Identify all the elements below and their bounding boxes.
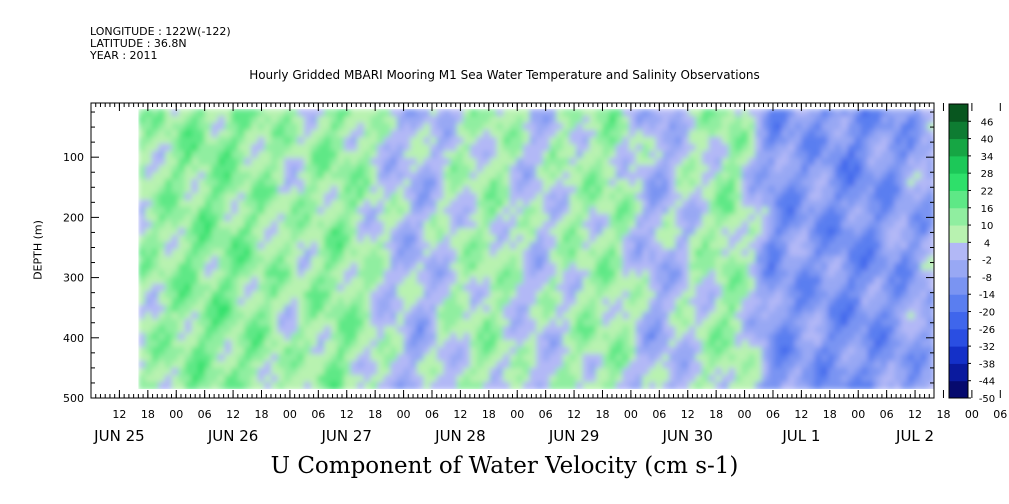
x-hour-tick-label: 18 <box>709 408 723 421</box>
x-hour-tick-label: 18 <box>823 408 837 421</box>
colorbar-swatch <box>949 311 968 330</box>
x-hour-tick-label: 00 <box>283 408 297 421</box>
x-hour-tick-label: 12 <box>794 408 808 421</box>
x-hour-tick-label: 00 <box>965 408 979 421</box>
x-day-label: JUN 30 <box>661 427 712 445</box>
x-hour-tick-label: 06 <box>198 408 212 421</box>
colorbar-label: -32 <box>979 342 995 353</box>
colorbar-swatch <box>949 276 968 295</box>
x-hour-tick-label: 12 <box>567 408 581 421</box>
x-hour-tick-label: 00 <box>510 408 524 421</box>
x-hour-tick-label: 06 <box>880 408 894 421</box>
year-text: YEAR : 2011 <box>90 49 158 62</box>
colorbar-swatch <box>949 363 968 382</box>
colorbar-label: -8 <box>982 273 992 284</box>
x-hour-tick-label: 06 <box>652 408 666 421</box>
colorbar-label: 40 <box>981 135 994 146</box>
x-hour-tick-label: 18 <box>368 408 382 421</box>
colorbar-frame <box>948 103 969 399</box>
x-day-label: JUN 26 <box>207 427 258 445</box>
y-tick-label: 400 <box>63 332 84 345</box>
x-hour-tick-label: 00 <box>169 408 183 421</box>
colorbar-swatch <box>949 104 968 122</box>
colorbar-swatch <box>949 190 968 209</box>
colorbar-label: 10 <box>981 221 994 232</box>
colorbar-label: 46 <box>981 117 994 128</box>
colorbar-label: 16 <box>981 204 994 215</box>
colorbar-swatch <box>949 346 968 364</box>
colorbar-label: 22 <box>981 186 994 197</box>
colorbar-label: -20 <box>979 308 995 319</box>
colorbar-swatch <box>949 242 968 261</box>
colorbar-swatch <box>949 121 968 140</box>
x-hour-tick-label: 18 <box>936 408 950 421</box>
colorbar-swatch <box>949 155 968 174</box>
x-hour-tick-label: 12 <box>226 408 240 421</box>
x-hour-tick-label: 06 <box>425 408 439 421</box>
colorbar-label: -50 <box>979 394 995 405</box>
colorbar-swatch <box>949 173 968 191</box>
x-hour-tick-label: 12 <box>112 408 126 421</box>
x-hour-tick-label: 12 <box>681 408 695 421</box>
colorbar-swatch <box>949 380 968 399</box>
x-hour-tick-label: 06 <box>766 408 780 421</box>
colorbar-label: -38 <box>979 359 995 370</box>
colorbar-swatch <box>949 294 968 313</box>
x-hour-tick-label: 00 <box>624 408 638 421</box>
latitude-text: LATITUDE : 36.8N <box>90 37 187 50</box>
colorbar-label: 34 <box>981 152 994 163</box>
y-tick-label: 100 <box>63 151 84 164</box>
colorbar-swatch <box>949 328 968 347</box>
longitude-text: LONGITUDE : 122W(-122) <box>90 25 231 38</box>
x-hour-tick-label: 12 <box>908 408 922 421</box>
y-tick-label: 300 <box>63 272 84 285</box>
colorbar-swatch <box>949 207 968 226</box>
x-hour-tick-label: 18 <box>141 408 155 421</box>
heatmap-field <box>91 103 934 398</box>
colorbar-label: -44 <box>979 377 995 388</box>
x-day-label: JUN 27 <box>320 427 371 445</box>
x-axis-label: U Component of Water Velocity (cm s-1) <box>270 453 739 479</box>
x-day-label: JUN 29 <box>548 427 599 445</box>
colorbar-label: 28 <box>981 169 994 180</box>
no-data-region <box>91 103 139 398</box>
x-hour-tick-label: 06 <box>993 408 1007 421</box>
x-hour-tick-label: 00 <box>851 408 865 421</box>
x-hour-tick-label: 18 <box>482 408 496 421</box>
colorbar-swatch <box>949 259 968 278</box>
y-tick-label: 200 <box>63 211 84 224</box>
no-data-region <box>91 389 934 398</box>
y-tick-label: 500 <box>63 392 84 405</box>
colorbar-label: -2 <box>982 256 992 267</box>
colorbar-swatch <box>949 225 968 243</box>
x-day-label: JUL 1 <box>781 427 820 445</box>
x-hour-tick-label: 18 <box>254 408 268 421</box>
colorbar-label: 4 <box>984 238 990 249</box>
x-hour-tick-label: 06 <box>539 408 553 421</box>
colorbar-label: -14 <box>979 290 995 301</box>
x-hour-tick-label: 12 <box>453 408 467 421</box>
x-day-label: JUN 25 <box>93 427 144 445</box>
x-hour-tick-label: 12 <box>340 408 354 421</box>
x-day-label: JUL 2 <box>895 427 934 445</box>
x-hour-tick-label: 00 <box>397 408 411 421</box>
x-hour-tick-label: 06 <box>311 408 325 421</box>
x-hour-tick-label: 18 <box>595 408 609 421</box>
colorbar-swatch <box>949 138 968 157</box>
colorbar-label: -26 <box>979 325 995 336</box>
x-day-label: JUN 28 <box>434 427 485 445</box>
x-hour-tick-label: 00 <box>738 408 752 421</box>
chart-title: Hourly Gridded MBARI Mooring M1 Sea Wate… <box>249 68 760 82</box>
